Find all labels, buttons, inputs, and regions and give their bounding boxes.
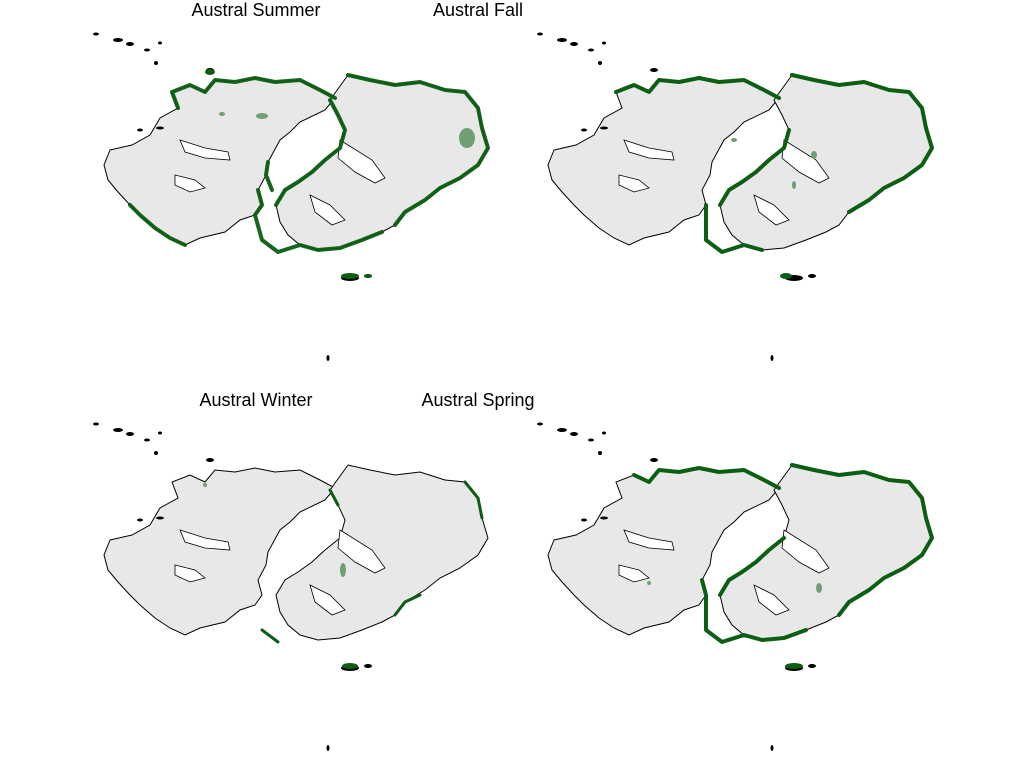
panel-title: Austral Fall — [432, 0, 524, 20]
occurrence-overlay — [260, 480, 484, 644]
land — [103, 74, 489, 251]
map-panel-fall: Austral Fall — [433, 0, 956, 384]
map-panel-summer: Austral Summer — [0, 0, 512, 384]
panel-title: Austral Spring — [421, 390, 535, 410]
occurrence-overlay — [614, 73, 934, 254]
map-canvas — [537, 422, 934, 751]
map-canvas — [93, 422, 489, 751]
panel-title: Austral Winter — [199, 390, 313, 410]
panel-title: Austral Summer — [191, 0, 321, 20]
occurrence-patches — [219, 112, 475, 148]
map-canvas — [93, 32, 490, 361]
map-canvas — [537, 32, 934, 361]
occurrence-overlay — [632, 463, 934, 644]
occurrence-overlay — [128, 73, 490, 254]
map-panel-spring: Austral Spring — [421, 390, 956, 774]
map-panel-winter: Austral Winter — [0, 390, 512, 774]
